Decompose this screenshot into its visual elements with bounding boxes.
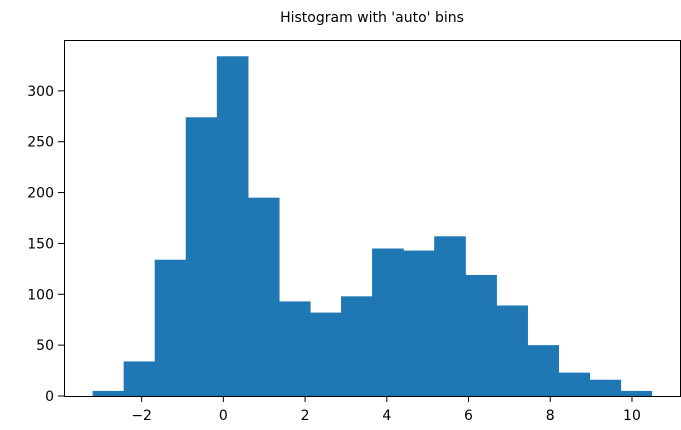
histogram-bar: [434, 236, 466, 396]
histogram-bar: [620, 390, 653, 396]
histogram-bars: [92, 56, 653, 397]
histogram-bar: [589, 379, 622, 396]
histogram-bar: [527, 345, 560, 396]
y-tick-label: 300: [27, 84, 54, 100]
y-tick-label: 200: [27, 186, 54, 202]
y-tick-label: 150: [27, 236, 54, 252]
y-tick-label: 100: [27, 287, 54, 303]
y-tick-label: 0: [45, 389, 54, 405]
histogram-bar: [465, 274, 497, 396]
x-tick-label: 8: [546, 408, 555, 424]
histogram-bar: [558, 372, 591, 396]
histogram-bar: [123, 361, 156, 396]
x-tick-label: 2: [301, 408, 310, 424]
x-tick-label: 6: [464, 408, 473, 424]
x-tick-label: −2: [131, 408, 152, 424]
histogram-bar: [216, 56, 249, 397]
x-tick-label: 4: [382, 408, 391, 424]
chart-title: Histogram with 'auto' bins: [280, 10, 464, 26]
y-tick-label: 50: [36, 338, 54, 354]
histogram-bar: [278, 301, 311, 396]
histogram-bar: [154, 259, 187, 396]
x-axis-ticks: −2 0 2 4 6 8 10: [131, 396, 641, 424]
y-axis-ticks: 0 50 100 150 200 250 300: [27, 84, 64, 405]
histogram-bar: [403, 250, 435, 396]
y-tick-label: 250: [27, 135, 54, 151]
histogram-bar: [92, 390, 125, 396]
histogram-bar: [247, 197, 280, 396]
histogram-bar: [309, 312, 342, 396]
histogram-bar: [341, 296, 373, 396]
histogram-bar: [185, 117, 218, 397]
x-tick-label: 10: [623, 408, 641, 424]
x-tick-label: 0: [219, 408, 228, 424]
histogram-bar: [496, 305, 528, 396]
histogram-bar: [372, 248, 404, 396]
